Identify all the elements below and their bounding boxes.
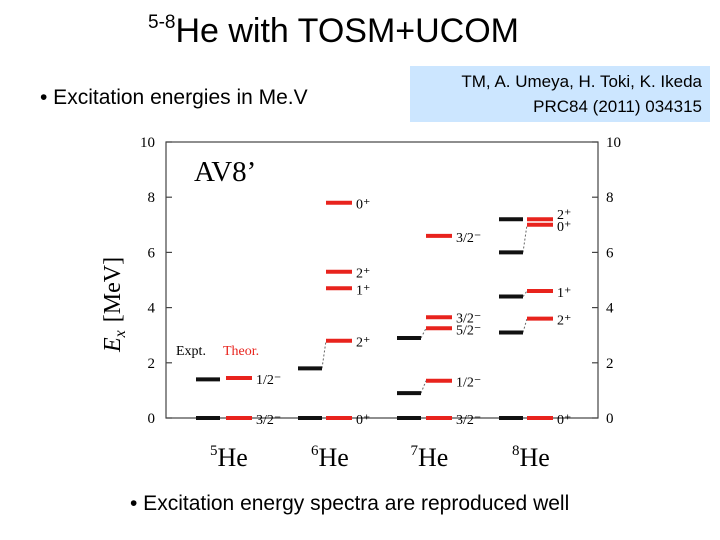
isotope-name: 5He bbox=[210, 443, 248, 472]
y-tick-label-left: 6 bbox=[148, 245, 156, 261]
slide-title: 5-8He with TOSM+UCOM bbox=[148, 12, 519, 51]
level-spin-label: 2⁺ bbox=[557, 314, 571, 329]
level-spin-label: 2⁺ bbox=[356, 336, 370, 351]
level-spin-label: 3/2⁻ bbox=[456, 311, 481, 326]
level-spin-label: 0⁺ bbox=[356, 413, 370, 428]
level-spin-label: 3/2⁻ bbox=[456, 413, 481, 428]
isotope-element: He bbox=[418, 443, 448, 472]
level-connector bbox=[522, 224, 528, 253]
bullet-excitation-energies: • Excitation energies in Me.V bbox=[40, 86, 308, 109]
title-superscript: 5-8 bbox=[148, 12, 176, 33]
isotope-name: 8He bbox=[512, 443, 550, 472]
y-tick-label-right: 4 bbox=[606, 301, 614, 317]
level-spin-label: 1/2⁻ bbox=[256, 373, 281, 388]
y-tick-label-left: 8 bbox=[148, 190, 156, 206]
level-spin-label: 2⁺ bbox=[557, 208, 571, 223]
y-axis-label-sub: x bbox=[112, 330, 129, 338]
isotope-element: He bbox=[218, 443, 248, 472]
level-spin-label: 3/2⁻ bbox=[256, 413, 281, 428]
reference-authors: TM, A. Umeya, H. Toki, K. Ikeda bbox=[461, 72, 702, 91]
title-main: He with TOSM+UCOM bbox=[175, 12, 520, 50]
y-tick-label-right: 0 bbox=[606, 411, 614, 427]
reference-journal: PRC84 (2011) 034315 bbox=[533, 97, 702, 116]
level-spin-label: 1/2⁻ bbox=[456, 376, 481, 391]
isotope-mass: 6 bbox=[311, 443, 319, 459]
level-spin-label: 2⁺ bbox=[356, 267, 370, 282]
level-connector bbox=[522, 290, 528, 297]
isotope-mass: 5 bbox=[210, 443, 218, 459]
y-tick-label-left: 2 bbox=[148, 356, 156, 372]
y-tick-label-right: 10 bbox=[606, 135, 621, 151]
level-connector bbox=[420, 380, 427, 394]
y-axis-label-e: E bbox=[100, 337, 126, 353]
y-tick-label-right: 2 bbox=[606, 356, 614, 372]
reference-box: TM, A. Umeya, H. Toki, K. Ikeda PRC84 (2… bbox=[410, 66, 710, 122]
y-tick-label-right: 8 bbox=[606, 190, 614, 206]
level-spin-label: 0⁺ bbox=[557, 413, 571, 428]
plot-frame bbox=[165, 141, 599, 419]
level-spin-label: 0⁺ bbox=[356, 198, 370, 213]
isotope-name: 7He bbox=[411, 443, 449, 472]
level-spin-label: 1⁺ bbox=[356, 283, 370, 298]
legend-theor: Theor. bbox=[223, 344, 259, 359]
level-spin-label: 0⁺ bbox=[557, 220, 571, 235]
isotope-element: He bbox=[319, 443, 349, 472]
y-axis-label-unit: [MeV] bbox=[100, 257, 126, 322]
level-connector bbox=[321, 340, 327, 369]
level-connector bbox=[420, 328, 427, 339]
isotope-name: 6He bbox=[311, 443, 349, 472]
level-spin-label: 5/2⁻ bbox=[456, 323, 481, 338]
isotope-mass: 7 bbox=[411, 443, 419, 459]
legend-expt: Expt. bbox=[176, 344, 206, 359]
isotope-element: He bbox=[520, 443, 550, 472]
level-spin-label: 3/2⁻ bbox=[456, 231, 481, 246]
chart-title: AV8’ bbox=[194, 156, 256, 188]
y-tick-label-right: 6 bbox=[606, 245, 614, 261]
isotope-mass: 8 bbox=[512, 443, 520, 459]
y-tick-label-left: 10 bbox=[140, 135, 155, 151]
bullet-spectra-reproduced: • Excitation energy spectra are reproduc… bbox=[130, 492, 570, 515]
y-tick-label-left: 0 bbox=[148, 411, 156, 427]
level-connector bbox=[522, 318, 528, 333]
y-tick-label-left: 4 bbox=[148, 301, 156, 317]
y-axis-label: Ex [MeV] bbox=[100, 257, 129, 353]
level-spin-label: 1⁺ bbox=[557, 286, 571, 301]
